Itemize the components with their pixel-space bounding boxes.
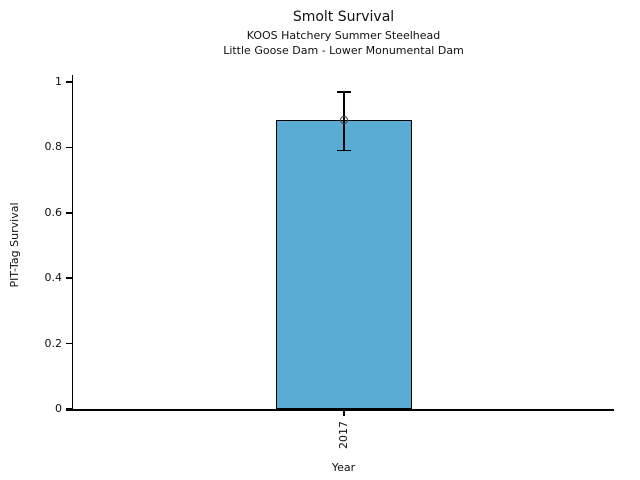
point-marker <box>340 115 348 124</box>
y-tick <box>66 146 73 149</box>
chart-subtitle-reach: Little Goose Dam - Lower Monumental Dam <box>223 44 464 57</box>
y-tick-label: 1 <box>55 75 62 88</box>
chart-title: Smolt Survival <box>292 9 395 25</box>
y-axis-line <box>71 75 73 411</box>
y-tick <box>66 81 73 83</box>
y-tick <box>66 342 73 345</box>
y-tick-label: 0.8 <box>44 140 63 154</box>
y-tick <box>66 212 73 214</box>
bar <box>276 119 412 409</box>
y-tick-label: 0.4 <box>44 271 63 285</box>
x-axis-label: Year <box>331 461 356 474</box>
y-tick <box>66 277 73 279</box>
error-bar-cap-top <box>337 91 351 93</box>
x-tick-label: 2017 <box>337 421 350 449</box>
x-tick <box>343 410 345 416</box>
y-axis-label: PIT-Tag Survival <box>8 202 21 288</box>
chart-subtitle-hatchery: KOOS Hatchery Summer Steelhead <box>246 29 441 42</box>
error-bar-cap-bottom <box>337 149 351 152</box>
y-tick-label: 0 <box>55 402 62 415</box>
x-axis-line <box>66 409 614 411</box>
y-tick <box>66 408 73 410</box>
y-tick-label: 0.2 <box>44 336 63 350</box>
y-tick-label: 0.6 <box>44 205 63 219</box>
